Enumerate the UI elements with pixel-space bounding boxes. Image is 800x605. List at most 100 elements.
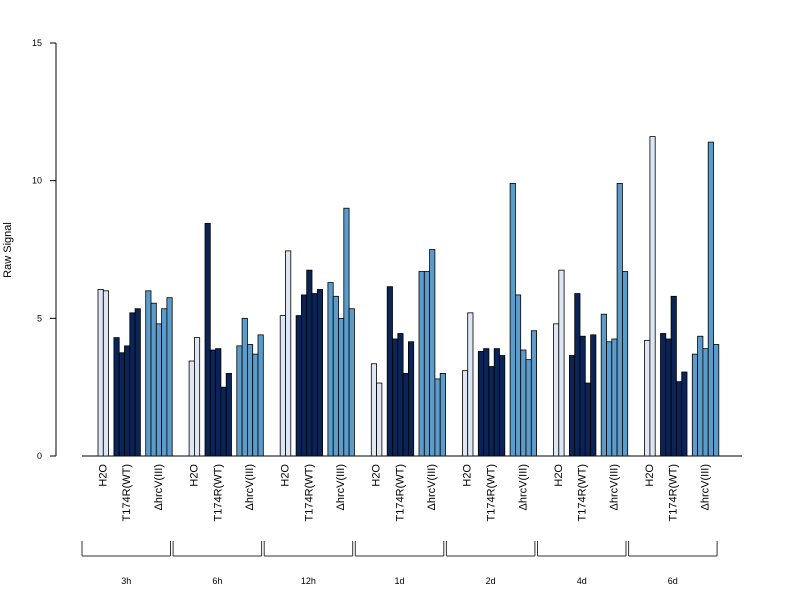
y-axis-label: Raw Signal [2,222,14,278]
bar [590,334,597,457]
bar [209,349,217,457]
bar [665,338,672,457]
y-tick-label: 5 [37,313,42,323]
treatment-label: H2O [644,464,656,487]
treatment-label: ΔhrcV(III) [426,464,438,510]
bar [584,382,591,457]
bar [467,312,474,457]
treatment-labels: H2O T174R(WT) ΔhrcV(III) H2O T174R(WT) ΔhrcV(… [97,464,711,522]
group-label: 6d [668,576,678,586]
bar [691,353,698,457]
bar [241,317,248,457]
bar [702,348,709,457]
treatment-label: ΔhrcV(III) [335,464,347,510]
bar [600,313,607,457]
treatment-label: ΔhrcV(III) [517,464,529,510]
bar [579,335,586,457]
bar [161,308,168,457]
treatment-label: ΔhrcV(III) [244,464,256,510]
treatment-label: H2O [371,464,383,487]
bar [520,349,527,457]
bar [697,335,704,457]
bar [553,323,560,457]
bar [407,341,415,457]
bar [370,363,377,457]
bar [461,370,469,457]
treatment-label: T174R(WT) [394,464,406,521]
bar [483,348,490,457]
bar [113,337,120,457]
bar [145,290,152,457]
y-tick-label: 15 [32,38,42,48]
bar [220,386,227,457]
group-label: 2d [486,576,496,586]
bar [306,269,313,457]
bar [574,293,581,457]
treatment-label: ΔhrcV(III) [700,464,712,510]
bar [204,222,211,457]
bar [423,271,430,457]
bar [134,308,141,457]
bar [118,352,125,457]
bar [311,293,318,457]
bar [477,350,484,457]
bar [102,290,110,457]
bar [332,295,339,457]
bar [343,207,350,457]
bar [193,337,201,457]
bar [166,297,173,457]
treatment-label: T174R(WT) [577,464,589,521]
bar [558,269,565,457]
y-tick-label: 0 [37,451,42,461]
bar [644,339,651,457]
group-brackets: 3h 6h 12h 1d 2d 4d 6d [81,541,718,586]
bar [327,282,334,457]
bar [129,312,136,457]
bar [439,372,446,457]
bar [225,372,232,457]
treatment-label: H2O [462,464,474,487]
bar [215,348,222,457]
treatment-label: ΔhrcV(III) [609,464,621,510]
bar [402,372,409,457]
group-label: 3h [121,576,131,586]
bar [397,333,404,457]
bar [488,366,495,457]
bar [515,294,522,457]
treatment-label: T174R(WT) [212,464,224,521]
bar [155,323,163,457]
bar [386,286,393,457]
bar [606,341,613,457]
bar [300,294,308,457]
bar [236,345,243,457]
bar [429,249,436,457]
bar [418,271,425,457]
bar [316,289,323,457]
treatment-label: T174R(WT) [121,464,133,521]
bar [188,360,195,457]
bar [338,317,345,457]
bar [295,315,302,457]
bar [257,334,264,457]
bar [509,183,516,457]
group-label: 12h [301,576,316,586]
y-axis: 0 5 10 15 [32,38,57,461]
bar [392,338,399,457]
bar [376,382,383,457]
treatment-label: ΔhrcV(III) [153,464,165,510]
treatment-label: H2O [188,464,200,487]
group-label: 4d [577,576,587,586]
bar [285,250,292,457]
bar [252,353,259,457]
bar [493,348,500,457]
treatment-label: T174R(WT) [668,464,680,521]
bar [246,344,254,457]
treatment-label: H2O [97,464,109,487]
group-label: 1d [394,576,404,586]
bar [434,378,441,457]
bar [97,289,104,457]
bar [150,302,157,457]
bar [499,355,506,457]
